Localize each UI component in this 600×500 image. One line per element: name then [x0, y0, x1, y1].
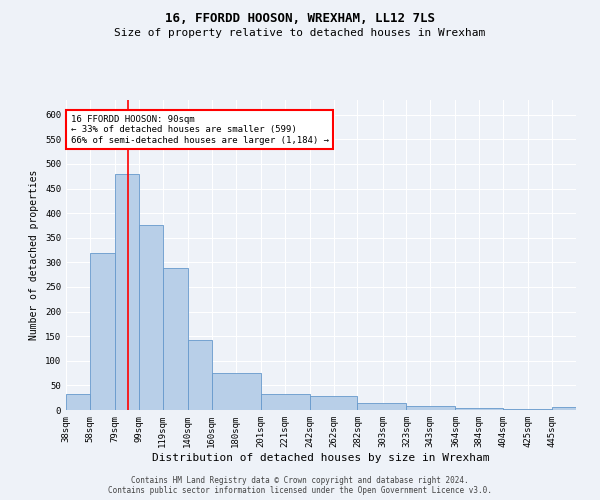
X-axis label: Distribution of detached houses by size in Wrexham: Distribution of detached houses by size … [152, 452, 490, 462]
Text: Contains HM Land Registry data © Crown copyright and database right 2024.
Contai: Contains HM Land Registry data © Crown c… [108, 476, 492, 495]
Bar [358, 402, 406, 410]
Bar [212, 373, 260, 410]
Bar [406, 406, 455, 410]
Bar [310, 396, 358, 410]
Bar [188, 340, 212, 410]
Text: 16 FFORDD HOOSON: 90sqm
← 33% of detached houses are smaller (599)
66% of semi-d: 16 FFORDD HOOSON: 90sqm ← 33% of detache… [71, 115, 329, 144]
Bar [90, 252, 115, 410]
Bar [260, 394, 310, 410]
Bar [139, 226, 163, 410]
Bar [163, 268, 188, 410]
Bar [552, 407, 576, 410]
Bar [66, 394, 90, 410]
Bar [503, 408, 552, 410]
Text: Size of property relative to detached houses in Wrexham: Size of property relative to detached ho… [115, 28, 485, 38]
Text: 16, FFORDD HOOSON, WREXHAM, LL12 7LS: 16, FFORDD HOOSON, WREXHAM, LL12 7LS [165, 12, 435, 26]
Y-axis label: Number of detached properties: Number of detached properties [29, 170, 40, 340]
Bar [455, 408, 503, 410]
Bar [115, 174, 139, 410]
